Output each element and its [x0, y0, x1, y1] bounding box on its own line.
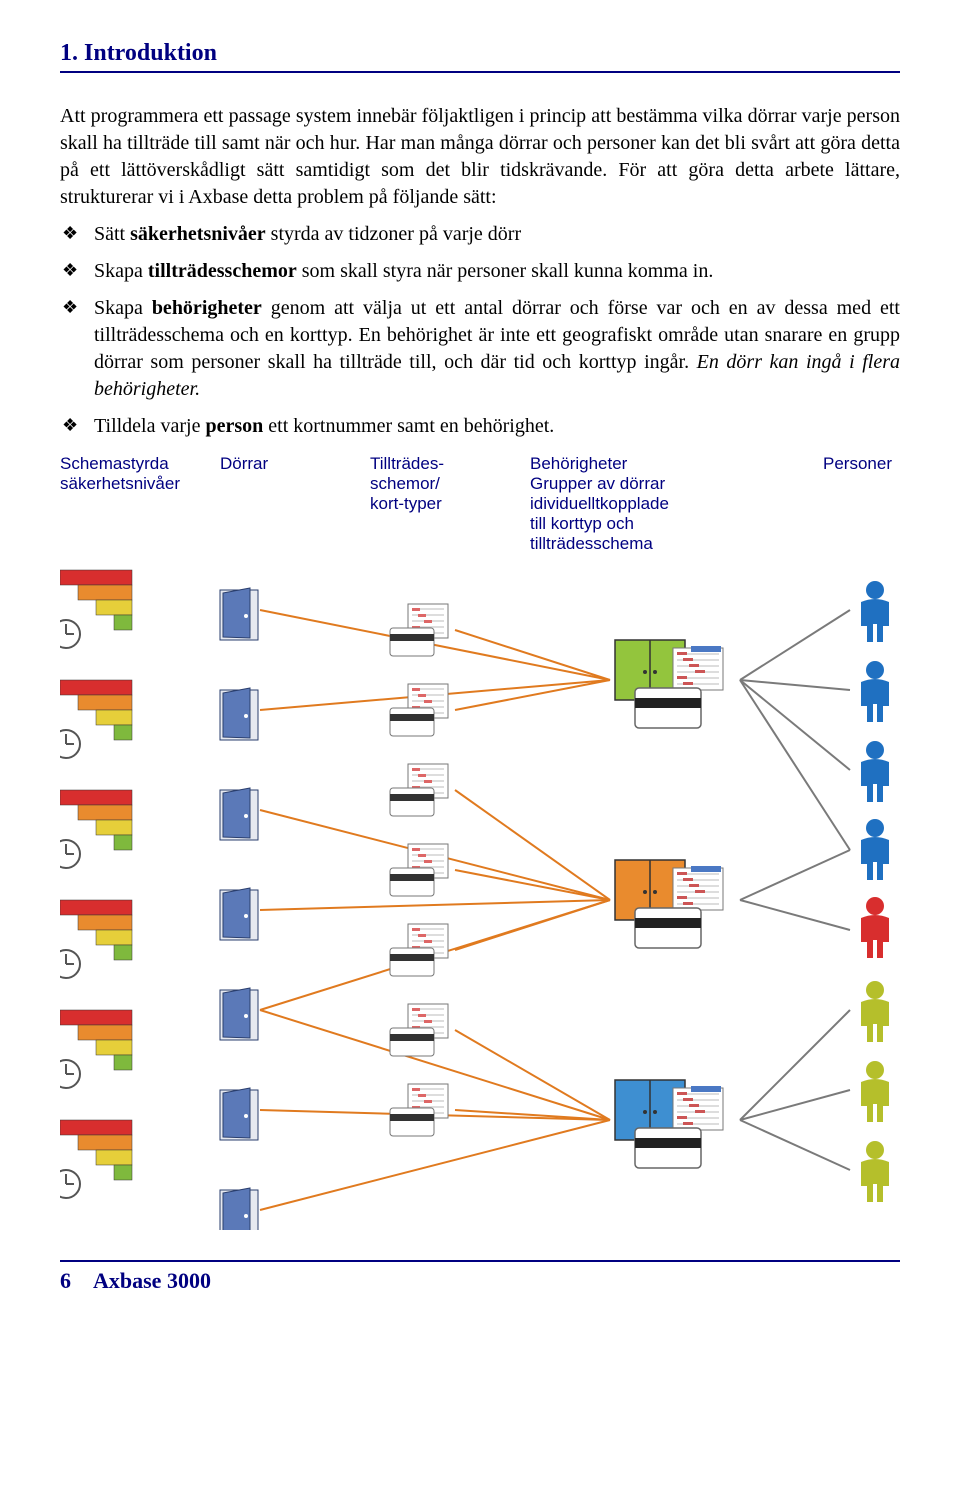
diagram-column-headers: Schemastyrda säkerhetsnivåer Dörrar Till… [60, 454, 900, 554]
text: Skapa [94, 297, 152, 319]
text: ett kortnummer samt en behörighet. [263, 415, 554, 437]
bullet-item: Sätt säkerhetsnivåer styrda av tidzoner … [60, 221, 900, 248]
col-label: Tillträdes- [370, 454, 522, 474]
col-label: idividuelltkopplade [530, 494, 742, 514]
bullet-list: Sätt säkerhetsnivåer styrda av tidzoner … [60, 221, 900, 440]
col-label: tillträdesschema [530, 534, 742, 554]
text: styrda av tidzoner på varje dörr [266, 223, 521, 245]
col-label: Schemastyrda [60, 454, 212, 474]
col-label: schemor/ [370, 474, 522, 494]
bullet-item: Skapa behörigheter genom att välja ut et… [60, 295, 900, 403]
col-label: Dörrar [220, 454, 362, 474]
col-label: till korttyp och [530, 514, 742, 534]
intro-paragraph: Att programmera ett passage system inneb… [60, 103, 900, 211]
text-bold: behörigheter [152, 297, 262, 319]
heading-rule [60, 71, 900, 73]
col-label: Behörigheter [530, 454, 742, 474]
footer-title: Axbase 3000 [93, 1268, 211, 1293]
text-bold: säkerhetsnivåer [130, 223, 266, 245]
diagram [60, 560, 900, 1230]
diagram-svg [60, 560, 900, 1230]
text: som skall styra när personer skall kunna… [297, 260, 714, 282]
text-bold: tillträdesschemor [148, 260, 297, 282]
footer-rule [60, 1260, 900, 1262]
page-footer: 6 Axbase 3000 [60, 1268, 900, 1294]
text-bold: person [205, 415, 263, 437]
col-label: Personer [750, 454, 892, 474]
col-label: kort-typer [370, 494, 522, 514]
text: Skapa [94, 260, 148, 282]
text: Tilldela varje [94, 415, 205, 437]
bullet-item: Skapa tillträdesschemor som skall styra … [60, 258, 900, 285]
col-label: Grupper av dörrar [530, 474, 742, 494]
page-number: 6 [60, 1268, 71, 1293]
col-label: säkerhetsnivåer [60, 474, 212, 494]
text: Sätt [94, 223, 130, 245]
section-heading: 1. Introduktion [60, 40, 900, 67]
bullet-item: Tilldela varje person ett kortnummer sam… [60, 413, 900, 440]
